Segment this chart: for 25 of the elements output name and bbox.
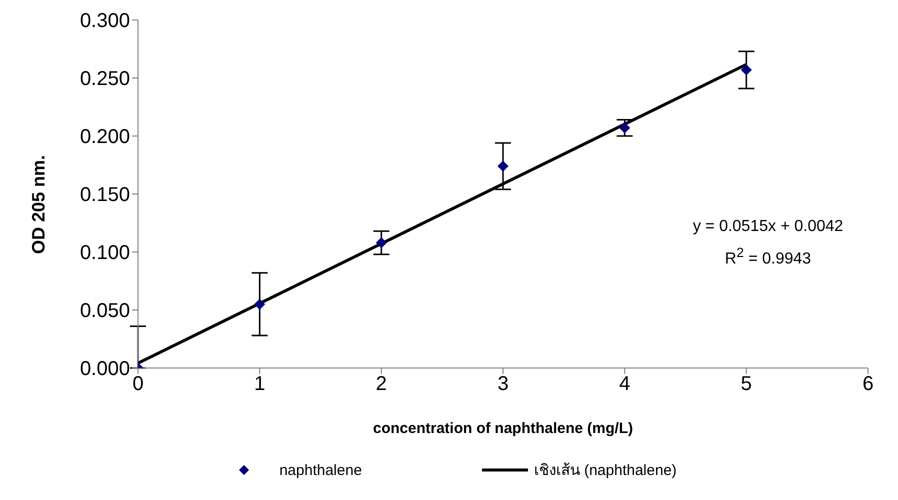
x-tick-label: 1 xyxy=(254,373,266,396)
y-tick-label: 0.300 xyxy=(80,10,130,32)
x-axis-title: concentration of naphthalene (mg/L) xyxy=(372,420,634,437)
legend-label: naphthalene xyxy=(279,462,362,478)
y-tick-label: 0.100 xyxy=(80,242,130,264)
y-tick-label: 0.250 xyxy=(80,68,130,90)
y-tick-label: 0.150 xyxy=(80,184,130,206)
y-tick-label: 0.050 xyxy=(80,300,130,322)
x-tick-label: 3 xyxy=(497,373,509,396)
point xyxy=(740,64,752,76)
annotation: R$^{2}$ = 0.9943 xyxy=(724,244,812,270)
point xyxy=(619,122,630,134)
point xyxy=(254,298,266,310)
point xyxy=(376,237,387,248)
x-tick-label: 2 xyxy=(376,373,387,396)
x-tick-label: 5 xyxy=(740,373,752,396)
point xyxy=(498,160,508,172)
y-tick-label: 0.200 xyxy=(80,126,130,148)
annotation: y = 0.0515x + 0.0042 xyxy=(692,217,844,237)
x-tick-label: 6 xyxy=(862,373,874,396)
legend-label: เชิงเส้น (naphthalene) xyxy=(534,461,677,481)
x-tick-label: 4 xyxy=(619,373,630,396)
y-tick-label: 0.000 xyxy=(80,358,130,380)
y-axis-title: OD 205 nm. xyxy=(28,154,48,254)
x-tick-label: 0 xyxy=(132,373,144,396)
